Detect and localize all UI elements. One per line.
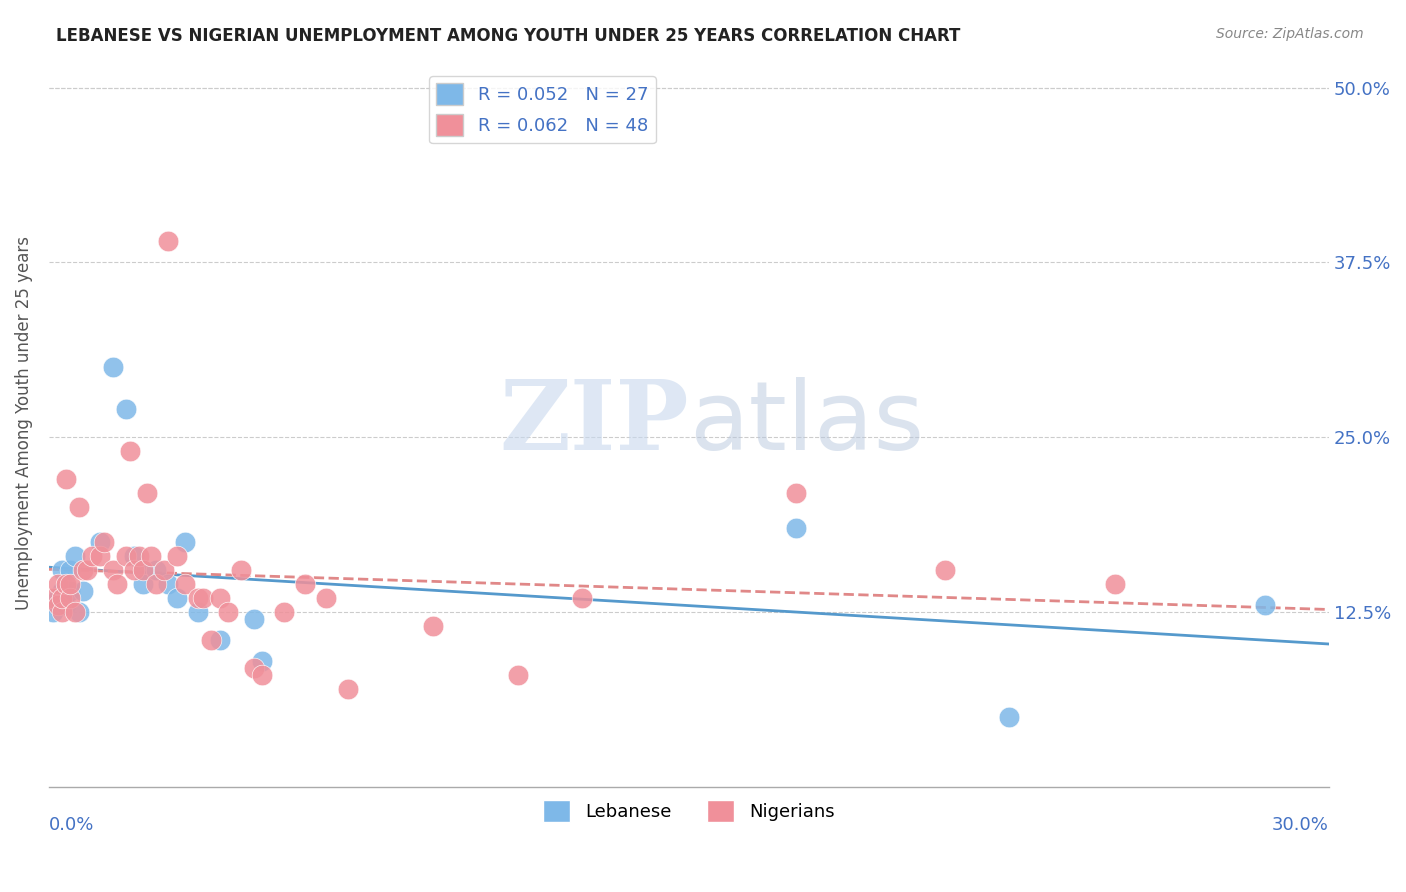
Point: [141, 549, 163, 563]
Point: [72, 563, 94, 577]
Point: [124, 563, 146, 577]
Point: [934, 563, 956, 577]
Point: [242, 661, 264, 675]
Point: [508, 668, 530, 682]
Y-axis label: Unemployment Among Youth under 25 years: Unemployment Among Youth under 25 years: [15, 236, 32, 610]
Point: [315, 591, 337, 606]
Point: [89, 535, 111, 549]
Point: [59, 591, 82, 606]
Point: [208, 591, 231, 606]
Legend: Lebanese, Nigerians: Lebanese, Nigerians: [536, 792, 842, 829]
Point: [336, 681, 359, 696]
Text: LEBANESE VS NIGERIAN UNEMPLOYMENT AMONG YOUTH UNDER 25 YEARS CORRELATION CHART: LEBANESE VS NIGERIAN UNEMPLOYMENT AMONG …: [56, 27, 960, 45]
Point: [128, 549, 150, 563]
Point: [118, 444, 141, 458]
Point: [1104, 577, 1126, 591]
Point: [208, 633, 231, 648]
Point: [89, 549, 111, 563]
Point: [242, 612, 264, 626]
Point: [51, 563, 73, 577]
Point: [67, 605, 90, 619]
Point: [76, 563, 98, 577]
Point: [187, 591, 209, 606]
Point: [136, 486, 159, 500]
Point: [55, 577, 77, 591]
Point: [51, 591, 73, 606]
Point: [63, 549, 86, 563]
Point: [42, 605, 65, 619]
Point: [294, 577, 316, 591]
Point: [55, 472, 77, 486]
Point: [46, 591, 69, 606]
Text: atlas: atlas: [689, 376, 924, 470]
Point: [59, 584, 82, 599]
Point: [67, 500, 90, 515]
Point: [51, 584, 73, 599]
Point: [191, 591, 214, 606]
Point: [157, 577, 180, 591]
Point: [46, 577, 69, 591]
Point: [145, 563, 167, 577]
Point: [187, 605, 209, 619]
Point: [153, 563, 176, 577]
Point: [51, 605, 73, 619]
Point: [93, 535, 115, 549]
Point: [157, 235, 180, 249]
Text: ZIP: ZIP: [499, 376, 689, 470]
Point: [422, 619, 444, 633]
Point: [174, 535, 197, 549]
Point: [229, 563, 252, 577]
Point: [273, 605, 295, 619]
Point: [132, 577, 155, 591]
Point: [132, 563, 155, 577]
Text: Source: ZipAtlas.com: Source: ZipAtlas.com: [1216, 27, 1364, 41]
Point: [59, 563, 82, 577]
Point: [105, 577, 128, 591]
Point: [785, 521, 807, 535]
Point: [80, 549, 103, 563]
Point: [998, 710, 1021, 724]
Point: [55, 598, 77, 612]
Point: [174, 577, 197, 591]
Point: [252, 668, 274, 682]
Point: [200, 633, 222, 648]
Point: [59, 577, 82, 591]
Point: [132, 563, 155, 577]
Point: [1254, 598, 1277, 612]
Point: [217, 605, 239, 619]
Point: [101, 563, 124, 577]
Point: [252, 654, 274, 668]
Point: [114, 549, 136, 563]
Point: [63, 605, 86, 619]
Point: [166, 591, 188, 606]
Point: [46, 598, 69, 612]
Point: [166, 549, 188, 563]
Point: [42, 591, 65, 606]
Point: [571, 591, 593, 606]
Point: [101, 360, 124, 375]
Point: [124, 549, 146, 563]
Point: [785, 486, 807, 500]
Text: 30.0%: 30.0%: [1272, 816, 1329, 834]
Text: 0.0%: 0.0%: [49, 816, 94, 834]
Point: [145, 577, 167, 591]
Point: [72, 584, 94, 599]
Point: [114, 402, 136, 417]
